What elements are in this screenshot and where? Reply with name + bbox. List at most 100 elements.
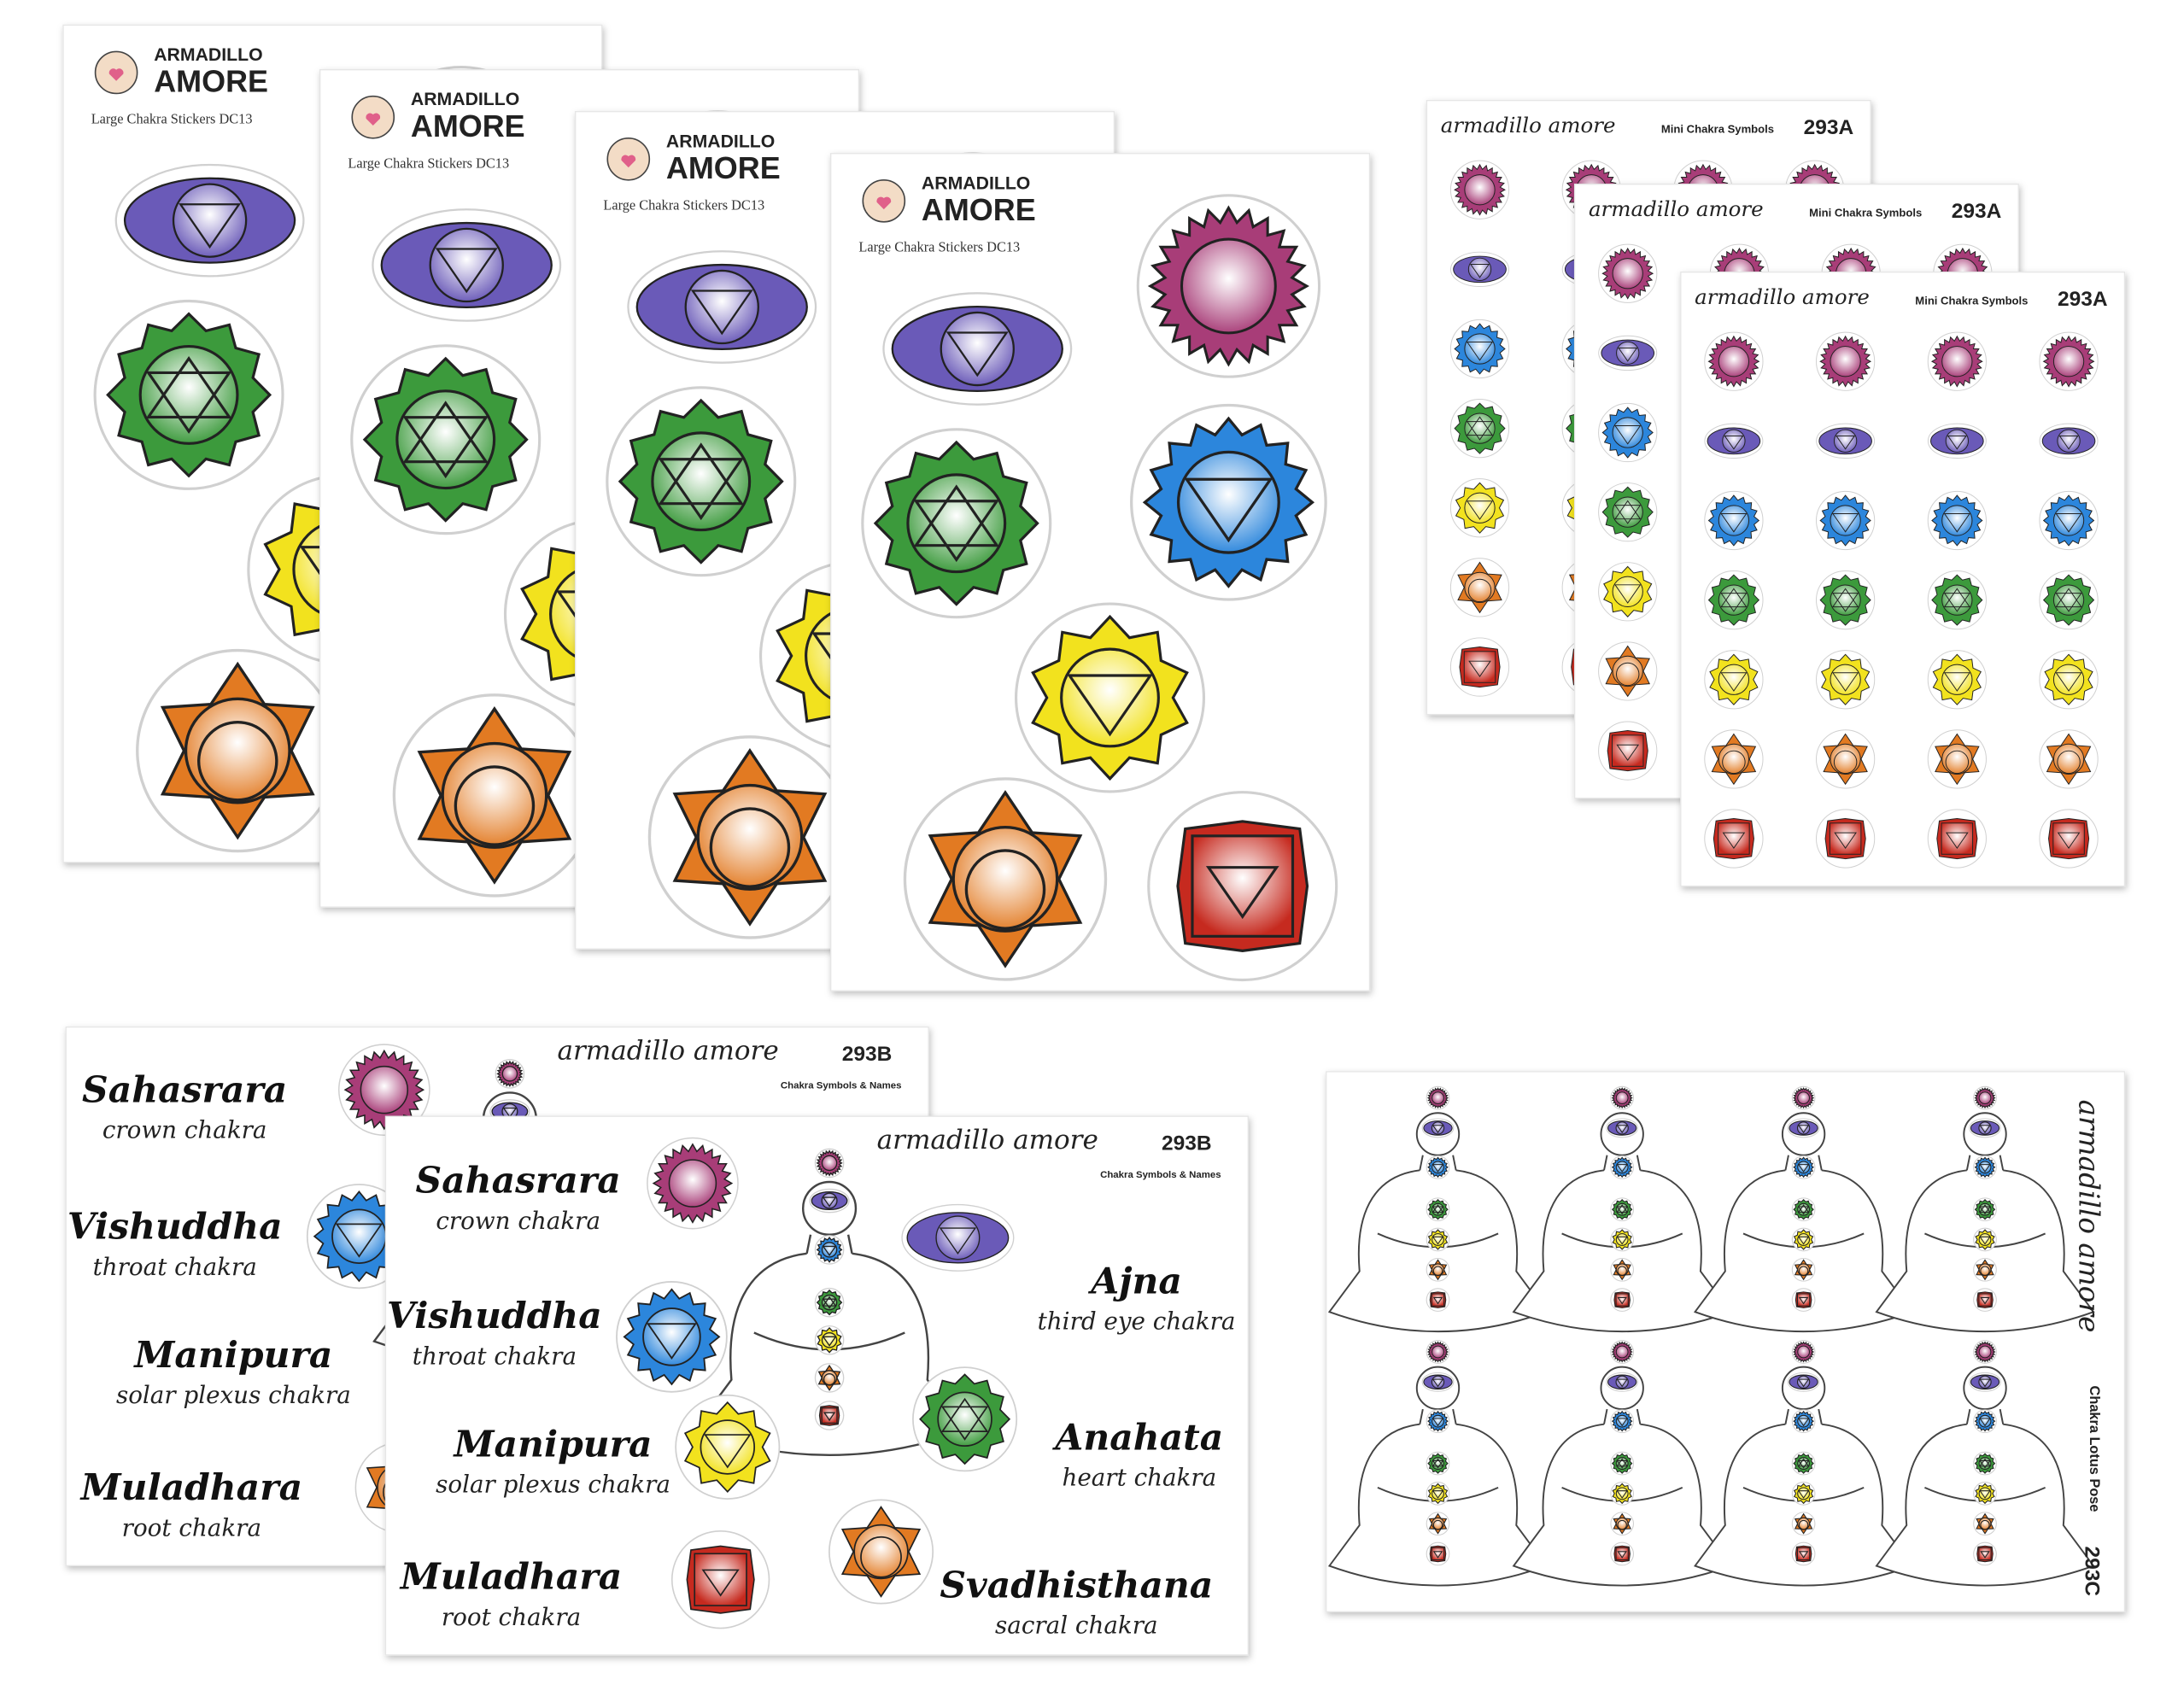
chakra-center	[1176, 450, 1280, 554]
chakra-triangle	[1979, 1418, 1991, 1427]
chakra-center	[1615, 1091, 1629, 1105]
logo-heart	[366, 113, 381, 126]
chakra-subtitle: solar plexus chakra	[436, 1471, 670, 1499]
chakra-center	[684, 269, 759, 345]
chakra-name: Vishuddha	[387, 1295, 602, 1337]
chakra-triangle	[1616, 1206, 1629, 1215]
chakra-square	[1463, 651, 1496, 683]
brand-top: ARMADILLO	[922, 173, 1030, 193]
chakra-subtitle: root chakra	[442, 1603, 581, 1631]
chakra-center	[1830, 505, 1861, 536]
chakra-triangle	[658, 442, 745, 506]
chakra-square	[1611, 734, 1644, 767]
chakra-center	[1616, 341, 1640, 366]
chakra-square	[2052, 822, 2085, 855]
brand-bottom: AMORE	[666, 150, 781, 185]
chakra-triangle	[1720, 512, 1748, 533]
chakra-center	[1612, 496, 1643, 528]
chakra-triangle	[1947, 435, 1967, 450]
chakra-center	[1718, 584, 1750, 616]
names-sticker-sheet: armadillo amore 293B Chakra Symbols & Name…	[384, 1115, 1249, 1656]
brand-bottom: AMORE	[411, 108, 525, 143]
sheet-code: 293B	[1162, 1132, 1212, 1155]
chakra-ring	[1615, 662, 1640, 687]
chakra-center	[1722, 429, 1746, 453]
chakra-triangle	[1432, 1490, 1444, 1499]
chakra-square	[1615, 1547, 1629, 1561]
chakra-triangle	[646, 1323, 697, 1360]
chakra-triangle	[1432, 1206, 1444, 1215]
chakra-center	[1718, 664, 1750, 695]
chakra-triangle	[1835, 435, 1856, 450]
chakra-center	[2052, 664, 2085, 695]
chakra-triangle	[1831, 588, 1859, 608]
chakra-triangle	[1797, 1164, 1810, 1173]
chakra-center	[441, 741, 548, 849]
chakra-center	[1978, 1091, 1992, 1105]
chakra-subtitle: crown chakra	[102, 1116, 267, 1144]
brand: armadillo amore	[1589, 196, 1764, 221]
chakra-center	[1464, 492, 1496, 524]
chakra-triangle	[1831, 512, 1859, 533]
chakra-center	[2052, 584, 2085, 616]
chakra-center	[172, 183, 248, 258]
chakra-center	[1464, 174, 1496, 206]
chakra-center	[1612, 655, 1643, 687]
chakra-square	[1978, 1547, 1992, 1561]
chakra-center	[940, 311, 1015, 387]
chakra-ring	[2057, 750, 2081, 775]
chakra-ring	[1798, 1266, 1809, 1276]
chakra-triangle	[1943, 672, 1970, 692]
chakra-triangle	[822, 1296, 837, 1307]
chakra-triangle	[940, 1397, 989, 1433]
chakra-triangle	[179, 203, 242, 249]
chakra-triangle	[690, 290, 753, 336]
chakra-center	[1941, 584, 1973, 616]
chakra-center	[1833, 429, 1858, 453]
chakra-square	[1978, 1293, 1992, 1307]
chakra-center	[360, 1065, 409, 1114]
chakra-center	[429, 227, 504, 303]
chakra-center	[1941, 743, 1973, 775]
chakra-triangle	[1432, 1551, 1443, 1559]
chakra-center	[935, 1215, 981, 1261]
brand-top: ARMADILLO	[411, 89, 519, 109]
chakra-center	[1464, 571, 1496, 604]
chakra-triangle	[1943, 593, 1970, 612]
chakra-subtitle: third eye chakra	[1038, 1307, 1236, 1336]
chakra-triangle	[1432, 1236, 1444, 1245]
chakra-ring	[823, 1373, 836, 1386]
chakra-center	[1718, 346, 1750, 377]
lotus-figure	[1327, 1085, 1549, 1333]
chakra-triangle	[1834, 832, 1857, 849]
chakra-ring	[1617, 1266, 1627, 1276]
sheet-title: Mini Chakra Symbols	[1915, 294, 2028, 307]
chakra-triangle	[1979, 1458, 1991, 1467]
lotus-figure	[692, 1148, 967, 1456]
chakra-ring	[1432, 1519, 1443, 1530]
chakra-center	[668, 1159, 717, 1208]
chakra-triangle	[1432, 1204, 1444, 1213]
chakra-center	[1718, 743, 1750, 775]
sheet-title: Mini Chakra Symbols	[1661, 122, 1774, 135]
chakra-ring	[964, 849, 1046, 930]
chakra-square	[821, 1407, 838, 1424]
logo-heart	[876, 196, 892, 210]
chakra-name: Sahasrara	[82, 1068, 287, 1111]
chakra-square	[1431, 1293, 1445, 1307]
chakra-triangle	[822, 1298, 837, 1309]
chakra-triangle	[402, 416, 489, 479]
chakra-triangle	[1616, 1204, 1629, 1213]
chakra-center	[331, 1208, 387, 1264]
chakra-center	[184, 697, 291, 804]
chakra-triangle	[435, 248, 498, 294]
chakra-center	[696, 783, 804, 891]
chakra-triangle	[1616, 1458, 1629, 1467]
chakra-subtitle: throat chakra	[413, 1342, 577, 1370]
chakra-ring	[1833, 750, 1858, 775]
logo-heart	[621, 155, 636, 168]
chakra-triangle	[1797, 1378, 1810, 1388]
chakra-triangle	[1468, 660, 1491, 678]
chakra-triangle	[1466, 500, 1494, 520]
